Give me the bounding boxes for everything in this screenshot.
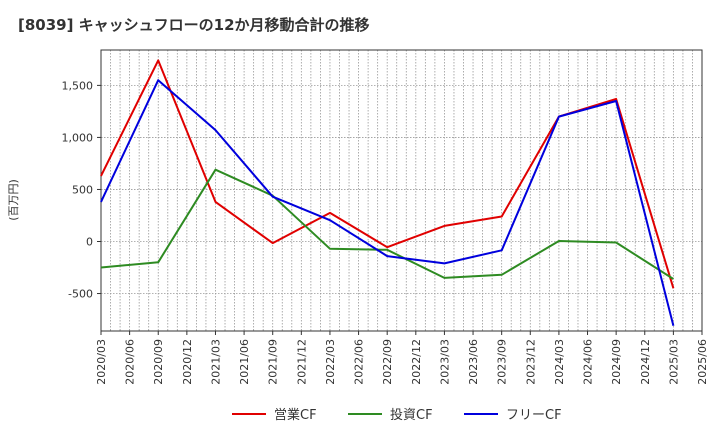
legend: 営業CF 投資CF フリーCF (232, 407, 562, 423)
y-axis-label: (百万円) (7, 179, 20, 221)
y-tick-label: 1,000 (62, 131, 94, 144)
x-tick-label: 2023/03 (438, 339, 451, 385)
series-line (100, 168, 674, 280)
x-tick-label: 2021/09 (267, 339, 280, 385)
x-tick-label: 2025/06 (696, 339, 709, 385)
y-tick-label: 1,500 (62, 79, 94, 92)
legend-label: 営業CF (274, 407, 317, 423)
y-tick-label: 500 (72, 183, 93, 196)
x-tick-label: 2021/12 (295, 339, 308, 385)
axis-layer: -500 0 500 1,000 1,500 2020/03 2020/06 2020/09 2… (62, 49, 709, 385)
x-tick-label: 2024/12 (639, 339, 652, 385)
x-tick-label: 2020/03 (95, 339, 108, 385)
x-tick-label: 2021/03 (209, 339, 222, 385)
x-tick-label: 2022/06 (353, 339, 366, 385)
legend-label: フリーCF (506, 408, 562, 423)
x-tick-label: 2021/06 (238, 339, 251, 385)
grid-layer (101, 50, 702, 331)
x-tick-label: 2022/09 (381, 339, 394, 385)
chart-title: [8039] キャッシュフローの12か月移動合計の推移 (18, 16, 370, 34)
series-layer (100, 59, 675, 327)
x-tick-label: 2023/12 (524, 339, 537, 385)
x-tick-label: 2022/12 (410, 339, 423, 385)
series-line (100, 79, 675, 327)
x-tick-label: 2022/03 (324, 339, 337, 385)
x-tick-label: 2020/12 (181, 339, 194, 385)
plot-frame (100, 49, 703, 332)
x-tick-label: 2023/09 (496, 339, 509, 385)
x-tick-label: 2024/03 (553, 339, 566, 385)
x-tick-label: 2024/09 (610, 339, 623, 385)
x-tick-label: 2024/06 (582, 339, 595, 385)
legend-label: 投資CF (390, 407, 433, 423)
y-tick-label: -500 (68, 288, 93, 301)
x-tick-label: 2020/09 (152, 339, 165, 385)
y-tick-label: 0 (86, 235, 93, 248)
x-tick-label: 2025/03 (667, 339, 680, 385)
x-tick-label: 2023/06 (467, 339, 480, 385)
x-tick-label: 2020/06 (124, 339, 137, 385)
